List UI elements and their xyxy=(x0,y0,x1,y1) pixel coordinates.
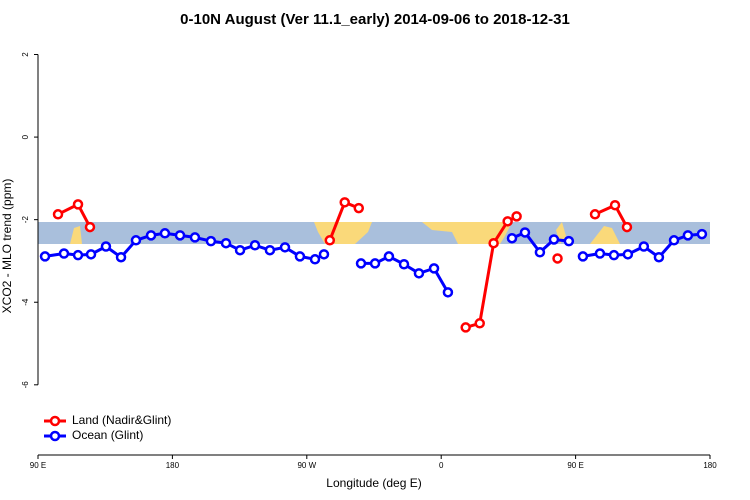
point xyxy=(339,197,350,208)
point xyxy=(589,209,601,220)
point xyxy=(174,230,186,241)
y-tick-label: 0 xyxy=(21,134,30,139)
point xyxy=(609,199,621,211)
point xyxy=(413,268,425,279)
point xyxy=(52,209,64,220)
point xyxy=(428,263,440,274)
point xyxy=(653,251,665,263)
y-tick-label: -6 xyxy=(21,381,30,389)
y-tick-label: -2 xyxy=(21,216,30,224)
point xyxy=(159,228,171,239)
point xyxy=(249,240,261,251)
point xyxy=(460,322,471,333)
x-tick-label: 180 xyxy=(703,461,717,470)
land-shape xyxy=(422,222,512,244)
point xyxy=(234,244,246,256)
y-axis-title: XCO2 - MLO trend (ppm) xyxy=(0,179,14,314)
point xyxy=(355,258,367,269)
point xyxy=(548,234,560,245)
point xyxy=(511,211,522,222)
point xyxy=(622,249,634,260)
point xyxy=(324,235,336,246)
point xyxy=(72,249,84,261)
land-shape xyxy=(590,226,620,244)
point xyxy=(506,232,518,244)
point xyxy=(608,249,620,261)
point xyxy=(353,202,365,214)
point xyxy=(638,241,650,252)
x-tick-label: 90 E xyxy=(567,461,583,470)
point xyxy=(100,241,112,252)
point xyxy=(294,251,306,262)
x-tick-label: 90 W xyxy=(297,461,316,470)
series-line xyxy=(57,200,629,329)
point xyxy=(220,237,232,249)
point xyxy=(577,251,589,262)
x-tick-label: 0 xyxy=(439,461,444,470)
point xyxy=(621,221,633,233)
point xyxy=(534,247,546,258)
point xyxy=(696,228,708,240)
point xyxy=(72,199,84,210)
point xyxy=(668,235,680,246)
legend-point xyxy=(49,415,61,427)
legend-label: Ocean (Glint) xyxy=(72,428,143,442)
point xyxy=(279,242,291,253)
point xyxy=(502,216,513,227)
point xyxy=(594,248,606,259)
x-tick-label: 180 xyxy=(166,461,180,470)
point xyxy=(318,249,330,260)
x-axis-title: Longitude (deg E) xyxy=(326,476,421,490)
point xyxy=(563,235,575,247)
point xyxy=(519,227,531,238)
point xyxy=(552,253,563,264)
point xyxy=(309,254,321,265)
point xyxy=(488,237,499,249)
y-tick-label: -4 xyxy=(21,298,30,306)
legend-label: Land (Nadir&Glint) xyxy=(72,413,171,427)
point xyxy=(115,251,127,263)
point xyxy=(682,230,694,241)
point xyxy=(205,235,217,247)
point xyxy=(84,221,96,233)
y-tick-label: 2 xyxy=(21,52,30,57)
land-shape xyxy=(70,226,82,244)
point xyxy=(264,244,276,256)
point xyxy=(189,232,201,243)
x-tick-label: 90 E xyxy=(30,461,46,470)
point xyxy=(442,287,454,298)
point xyxy=(398,259,410,270)
point xyxy=(145,230,157,241)
point xyxy=(474,318,485,329)
point xyxy=(58,248,70,259)
point xyxy=(383,251,395,262)
point xyxy=(130,235,142,246)
point xyxy=(85,249,97,260)
point xyxy=(39,251,51,262)
point xyxy=(369,258,381,269)
legend-point xyxy=(49,430,61,442)
chart-title: 0-10N August (Ver 11.1_early) 2014-09-06… xyxy=(180,11,570,28)
